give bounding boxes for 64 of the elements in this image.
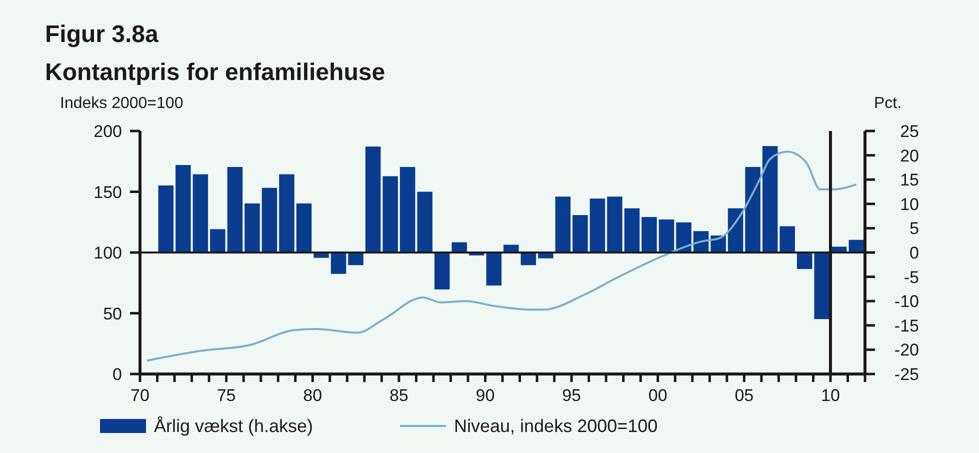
bar (590, 198, 606, 252)
bar (262, 188, 278, 252)
legend-label: Årlig vækst (h.akse) (154, 416, 314, 436)
bar (762, 146, 778, 252)
x-tick-label: 80 (303, 386, 322, 405)
bar (745, 166, 760, 252)
x-tick-label: 90 (476, 386, 495, 405)
y-tick-label: 150 (94, 182, 122, 202)
bar (417, 192, 432, 252)
y2-tick-label: -25 (894, 365, 919, 384)
bar (814, 252, 830, 320)
bar (555, 196, 571, 252)
bar (400, 166, 416, 252)
y2-tick-label: -15 (894, 316, 919, 336)
bar (624, 208, 640, 252)
bar (227, 166, 243, 252)
y2-tick-label: -10 (894, 292, 919, 312)
legend-label: Niveau, indeks 2000=100 (454, 416, 658, 436)
y-tick-label: 100 (94, 244, 122, 262)
bar (192, 174, 208, 252)
x-tick-label: 85 (389, 386, 408, 405)
y2-tick-label: 0 (910, 244, 919, 262)
bar (780, 226, 795, 252)
y2-tick-label: 5 (910, 219, 919, 238)
bar (176, 165, 191, 252)
y2-axis-title: Pct. (874, 95, 902, 112)
y-tick-label: 200 (94, 122, 122, 141)
y-tick-label: 0 (112, 365, 122, 384)
bar (296, 203, 312, 252)
x-tick-label: 95 (562, 386, 582, 405)
bar (158, 185, 174, 252)
bar (382, 176, 398, 252)
bar (658, 219, 674, 252)
x-tick-label: 10 (821, 386, 840, 405)
bar (348, 252, 364, 266)
y2-tick-label: 15 (900, 170, 919, 190)
bar (279, 174, 294, 252)
line-series (146, 150, 858, 362)
bar (486, 252, 502, 286)
bar (452, 242, 467, 252)
bar (642, 217, 657, 252)
y-tick-label: 50 (103, 304, 122, 324)
y2-tick-label: 25 (900, 122, 919, 141)
y2-tick-label: -5 (904, 268, 919, 287)
y-axis-title: Indeks 2000=100 (60, 95, 184, 112)
chart-subtitle: Kontantpris for enfamiliehuse (45, 59, 386, 86)
x-tick-label: 70 (130, 386, 150, 405)
x-tick-label: 05 (734, 386, 754, 405)
bar (244, 203, 260, 252)
x-tick-label: 00 (648, 386, 668, 405)
bar (330, 252, 346, 274)
bar (607, 196, 622, 252)
y2-tick-label: -20 (894, 340, 919, 360)
bar (210, 229, 226, 252)
y2-tick-label: 10 (900, 194, 919, 214)
y2-tick-label: 20 (900, 146, 919, 166)
bar (504, 244, 519, 252)
bar (676, 222, 692, 252)
chart-title: Figur 3.8a (45, 21, 160, 48)
bar (365, 146, 381, 252)
bar (796, 252, 812, 270)
bar (434, 252, 450, 290)
x-tick-label: 75 (216, 386, 236, 405)
bar (572, 215, 588, 252)
